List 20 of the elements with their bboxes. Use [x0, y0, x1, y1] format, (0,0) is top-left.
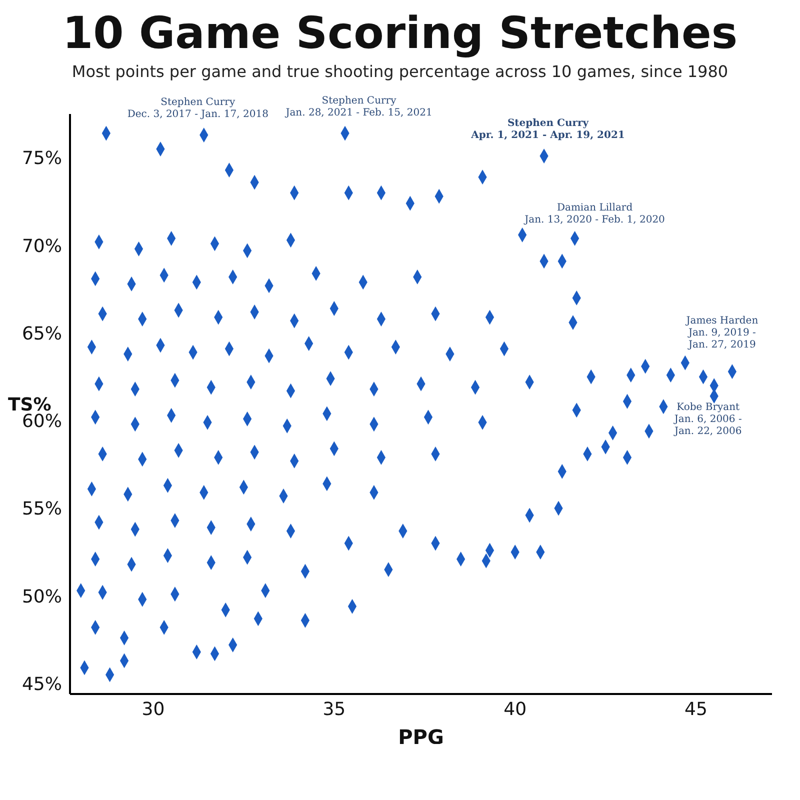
y-tick-label: 75%	[22, 148, 62, 170]
annotation: Damian Lillard Jan. 13, 2020 - Feb. 1, 2020	[524, 202, 665, 226]
y-tick-label: 45%	[22, 674, 62, 695]
x-tick-label: 35	[322, 698, 346, 720]
y-tick-label: 60%	[22, 411, 62, 432]
x-tick-label: 40	[504, 698, 527, 720]
chart-title: 10 Game Scoring Stretches	[61, 8, 739, 60]
annotation: James Harden Jan. 9, 2019 - Jan. 27, 2019	[685, 316, 759, 351]
annotation: Kobe Bryant Jan. 6, 2006 - Jan. 22, 2006	[673, 402, 742, 438]
y-tick-label: 55%	[22, 498, 62, 520]
chart-subtitle: Most points per game and true shooting percentage across 10 games, since 1980	[70, 61, 730, 83]
y-tick-label: 50%	[22, 586, 62, 608]
x-tick-label: 45	[684, 698, 708, 720]
annotation: Stephen Curry Apr. 1, 2021 - Apr. 19, 2021	[470, 118, 625, 142]
annotation: Stephen Curry Jan. 28, 2021 - Feb. 15, 2021	[284, 95, 432, 118]
annotation: Stephen Curry Dec. 3, 2017 - Jan. 17, 2018	[127, 97, 268, 120]
y-tick-label: 65%	[22, 323, 62, 344]
y-tick-label: 70%	[22, 236, 62, 257]
x-tick-label: 30	[142, 698, 165, 720]
x-axis-title: PPG	[398, 725, 444, 749]
